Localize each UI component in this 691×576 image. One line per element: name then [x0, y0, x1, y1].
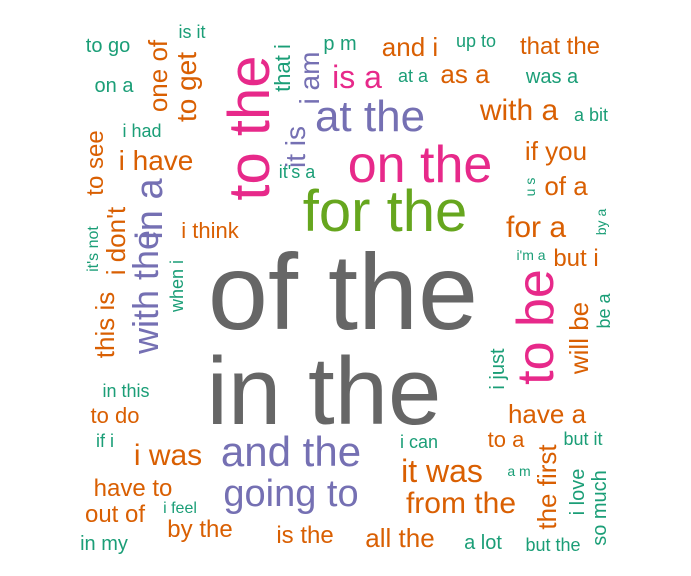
word-and-i: and i: [381, 32, 439, 62]
word-i-feel: i feel: [163, 500, 197, 517]
word-to-be: to be: [507, 269, 565, 385]
word-to-go: to go: [85, 35, 131, 57]
word-in-my: in my: [80, 533, 128, 555]
word-a-bit: a bit: [573, 105, 609, 125]
word-a-m: a m: [507, 463, 531, 479]
word-it-s-a: it's a: [278, 162, 316, 182]
word-in-this: in this: [102, 381, 150, 401]
word-to-a: to a: [487, 427, 525, 452]
word-i-don-t: i don't: [101, 206, 131, 276]
word-in-the: in the: [206, 338, 442, 445]
word-so-much: so much: [589, 470, 611, 546]
word-of-the: of the: [207, 231, 479, 352]
word-to-do: to do: [90, 403, 140, 428]
word-will-be: will be: [564, 301, 594, 375]
word-the-first: the first: [532, 444, 562, 530]
word-at-a: at a: [397, 66, 429, 86]
word-a-lot: a lot: [464, 532, 502, 554]
word-all-the: all the: [365, 523, 435, 553]
word-is-a: is a: [332, 59, 382, 95]
word-but-the: but the: [525, 535, 581, 555]
word-that-the: that the: [519, 33, 601, 60]
word-on-the: on the: [347, 136, 493, 194]
word-of-a: of a: [544, 171, 588, 201]
word-if-i: if i: [96, 431, 114, 451]
word-by-a: by a: [593, 208, 609, 236]
word-be-a: be a: [594, 293, 614, 329]
word-i-had: i had: [122, 121, 162, 141]
word-one-of: one of: [143, 39, 173, 113]
word-in-a: in a: [129, 178, 171, 240]
word-it-s-not: it's not: [85, 226, 102, 272]
word-but-i: but i: [553, 245, 599, 272]
word-p-m: p m: [323, 33, 357, 55]
word-by-the: by the: [167, 516, 233, 543]
word-on-a: on a: [94, 75, 134, 97]
word-was-a: was a: [525, 66, 579, 88]
word-as-a: as a: [440, 59, 490, 89]
word-i-can: i can: [399, 432, 439, 452]
word-with-the: with the: [125, 229, 166, 355]
word-i-m-a: i'm a: [516, 247, 546, 263]
word-that-i: that i: [270, 44, 295, 92]
word-i-love: i love: [567, 468, 589, 516]
word-and-the: and the: [220, 428, 362, 475]
word-have-to: have to: [93, 475, 173, 502]
word-for-the: for the: [302, 179, 468, 244]
word-out-of: out of: [84, 501, 146, 528]
word-going-to: going to: [223, 473, 359, 515]
word-but-it: but it: [563, 429, 603, 449]
word-is-it: is it: [178, 22, 206, 42]
word-at-the: at the: [314, 92, 426, 141]
word-i-was: i was: [133, 439, 203, 472]
word-i-am: i am: [294, 51, 325, 105]
word-this-is: this is: [90, 291, 120, 359]
word-i-have: i have: [118, 145, 194, 176]
word-to-get: to get: [171, 51, 202, 123]
word-to-see: to see: [82, 130, 109, 196]
word-if-you: if you: [524, 136, 588, 166]
word-have-a: have a: [507, 399, 587, 429]
word-i-just: i just: [487, 348, 509, 390]
word-is-the: is the: [276, 522, 334, 549]
word-with-a: with a: [479, 94, 559, 127]
word-when-i: when i: [167, 259, 187, 313]
word-from-the: from the: [405, 487, 517, 520]
word-for-a: for a: [505, 211, 567, 244]
word-up-to: up to: [455, 31, 497, 51]
word-u-s: u s: [522, 177, 538, 197]
word-i-think: i think: [181, 218, 239, 243]
word-it-was: it was: [401, 453, 483, 489]
